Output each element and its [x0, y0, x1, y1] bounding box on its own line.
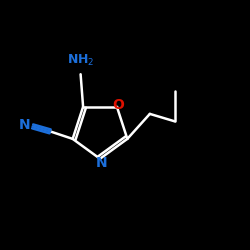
Text: N: N — [19, 118, 30, 132]
Text: N: N — [96, 156, 107, 170]
Text: O: O — [112, 98, 124, 112]
Text: NH$_2$: NH$_2$ — [67, 53, 94, 68]
